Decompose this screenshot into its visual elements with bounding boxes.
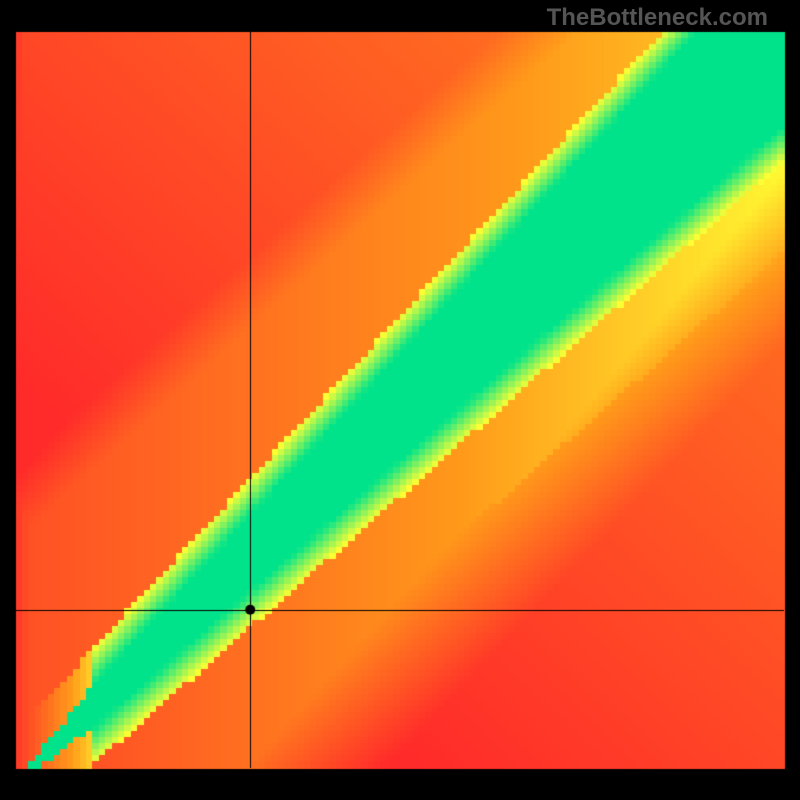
chart-container: TheBottleneck.com xyxy=(0,0,800,800)
watermark-text: TheBottleneck.com xyxy=(547,4,768,32)
bottleneck-heatmap xyxy=(0,0,800,800)
